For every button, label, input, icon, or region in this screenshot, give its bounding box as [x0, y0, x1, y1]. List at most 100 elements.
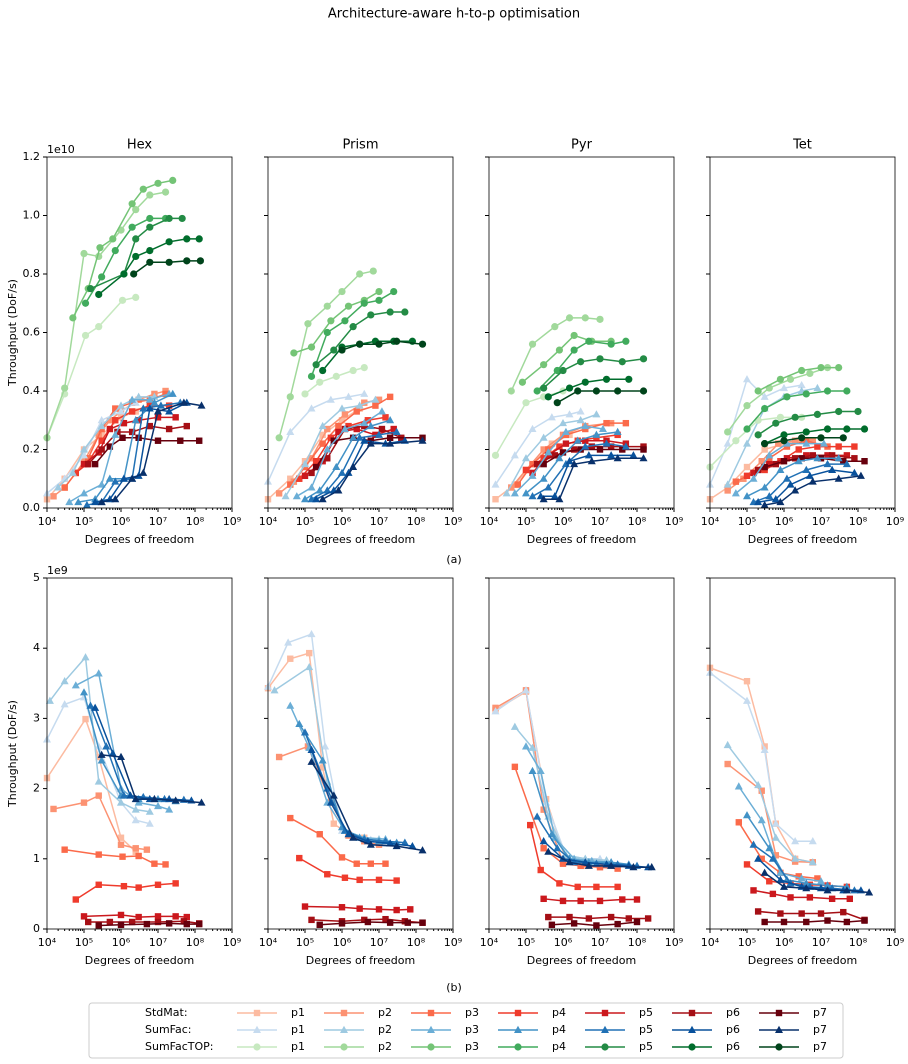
marker-triangle	[528, 743, 537, 751]
marker-square	[750, 887, 757, 894]
marker-triangle	[555, 495, 564, 503]
marker-square	[287, 481, 294, 488]
marker-square	[814, 875, 821, 882]
marker-square	[798, 910, 805, 917]
marker-circle	[375, 340, 383, 348]
marker-circle	[95, 323, 103, 331]
legend-label: p1	[291, 1006, 305, 1019]
marker-square	[508, 484, 515, 491]
marker-triangle	[97, 416, 106, 424]
marker-triangle	[360, 418, 369, 427]
marker-circle	[356, 270, 364, 278]
marker-square	[533, 460, 541, 468]
marker-triangle	[760, 483, 769, 491]
marker-circle	[327, 317, 335, 325]
marker-circle	[761, 404, 769, 413]
marker-square	[338, 417, 346, 424]
x-tick-label: 10⁶	[112, 515, 131, 528]
marker-square	[607, 443, 615, 450]
marker-triangle	[776, 868, 785, 876]
marker-triangle	[834, 454, 843, 462]
marker-circle	[622, 337, 630, 345]
marker-square	[375, 906, 383, 913]
marker-triangle	[522, 742, 530, 750]
x-tick-label: 10⁵	[517, 515, 535, 528]
marker-triangle	[128, 474, 137, 482]
x-tick-label: 10⁸	[186, 515, 205, 528]
y-tick-label: 3	[33, 711, 40, 724]
marker-triangle	[154, 407, 162, 415]
marker-triangle	[528, 766, 537, 775]
legend-label: p6	[726, 1023, 740, 1036]
marker-triangle	[307, 404, 316, 412]
marker-triangle	[771, 833, 780, 841]
series-line	[101, 754, 202, 804]
marker-triangle	[539, 433, 548, 441]
marker-triangle	[613, 427, 622, 435]
marker-circle	[132, 206, 140, 214]
marker-triangle	[647, 863, 656, 871]
x-tick-label: 10⁹	[444, 515, 462, 528]
x-tick-label: 10⁸	[407, 936, 426, 949]
marker-square	[143, 920, 151, 928]
marker-triangle	[639, 454, 648, 462]
marker-triangle	[111, 477, 120, 485]
legend-label: p1	[291, 1040, 305, 1053]
y-tick-label: 0.0	[23, 501, 41, 514]
x-tick-label: 10⁸	[849, 515, 868, 528]
marker-circle	[367, 311, 375, 319]
marker-triangle	[355, 401, 364, 409]
marker-circle	[375, 296, 383, 304]
marker-triangle	[602, 439, 611, 447]
marker-triangle	[768, 854, 777, 862]
marker-square	[390, 425, 397, 433]
marker-circle	[754, 431, 762, 439]
marker-triangle	[823, 459, 832, 468]
x-tick-label: 10⁶	[775, 936, 794, 949]
y-tick-label: 0.2	[23, 443, 41, 456]
marker-square	[835, 443, 842, 450]
marker-triangle	[791, 837, 800, 845]
marker-triangle	[561, 427, 570, 435]
marker-triangle	[81, 653, 90, 661]
marker-triangle	[338, 404, 346, 412]
marker-square	[319, 431, 326, 439]
marker-triangle	[71, 681, 80, 689]
marker-square	[338, 920, 346, 927]
marker-square	[80, 913, 88, 920]
marker-triangle	[94, 669, 103, 677]
series-line	[505, 413, 597, 494]
marker-triangle	[307, 483, 316, 491]
marker-square	[570, 920, 578, 927]
marker-square	[780, 918, 788, 926]
marker-circle	[146, 223, 154, 231]
series-line	[764, 475, 862, 506]
marker-square	[527, 821, 534, 829]
marker-circle	[183, 257, 191, 265]
marker-triangle	[74, 497, 83, 506]
marker-triangle	[743, 696, 751, 704]
marker-triangle	[592, 430, 601, 438]
marker-circle	[528, 340, 537, 348]
marker-triangle	[776, 497, 785, 506]
marker-triangle	[802, 884, 811, 892]
marker-circle	[581, 378, 589, 386]
legend-label: p2	[378, 1006, 392, 1019]
marker-triangle	[270, 686, 279, 694]
marker-square	[80, 460, 88, 468]
marker-circle	[96, 244, 104, 252]
marker-circle	[565, 314, 574, 322]
marker-square	[312, 458, 320, 465]
marker-triangle	[731, 489, 740, 497]
axes-title: Hex	[127, 138, 153, 153]
marker-square	[791, 437, 799, 444]
marker-triangle	[808, 477, 817, 485]
legend-marker	[601, 1009, 609, 1017]
series-line	[94, 707, 192, 802]
marker-triangle	[145, 395, 154, 403]
marker-circle	[81, 299, 90, 307]
marker-square	[492, 496, 499, 503]
marker-circle	[639, 355, 648, 363]
marker-square	[361, 916, 368, 924]
marker-triangle	[323, 486, 332, 494]
